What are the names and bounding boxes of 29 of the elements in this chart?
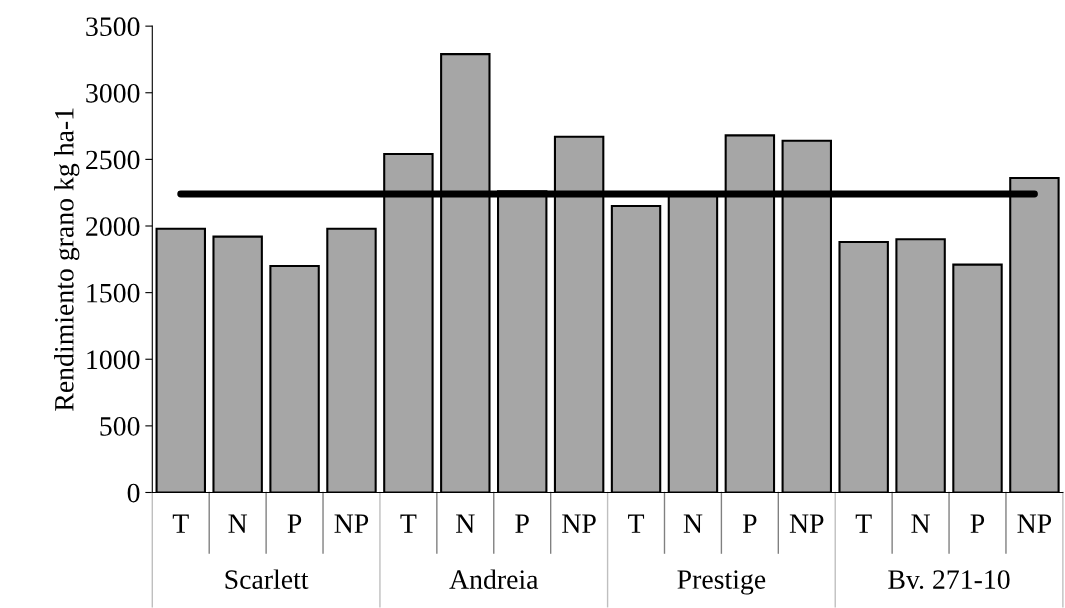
x-tick-label: T <box>628 514 645 533</box>
y-tick-label: 3000 <box>86 83 140 103</box>
y-tick-label: 2500 <box>86 150 140 170</box>
x-tick-label: NP <box>334 514 369 533</box>
y-tick-label: 1500 <box>87 283 140 303</box>
text: Bv. 271-10 <box>888 570 1010 590</box>
x-tick-label: P <box>970 514 985 533</box>
x-tick-label: NP <box>1017 514 1052 533</box>
x-tick-label: N <box>228 514 248 533</box>
x-tick-label: NP <box>789 514 824 533</box>
y-tick-label: 3500 <box>86 17 140 37</box>
y-tick-label: 500 <box>100 417 140 436</box>
x-tick-label: T <box>172 514 189 533</box>
text: Andreia <box>449 569 539 589</box>
y-tick-label: 1000 <box>87 350 140 370</box>
x-tick-label: T <box>400 514 417 533</box>
x-tick-label: NP <box>562 514 596 533</box>
x-tick-label: T <box>855 514 872 533</box>
y-axis-title: Rendimiento grano kg ha-1 <box>54 108 80 411</box>
text: Scarlett <box>225 569 309 589</box>
x-tick-label: P <box>287 514 302 533</box>
x-tick-label: P <box>515 514 529 533</box>
x-tick-label: N <box>456 514 475 533</box>
text: Prestige <box>677 570 766 595</box>
x-tick-label: P <box>742 514 757 533</box>
x-tick-label: N <box>683 514 703 533</box>
y-tick-label: 2000 <box>86 217 140 236</box>
y-tick-label: 0 <box>127 483 140 503</box>
x-tick-label: N <box>911 514 930 533</box>
